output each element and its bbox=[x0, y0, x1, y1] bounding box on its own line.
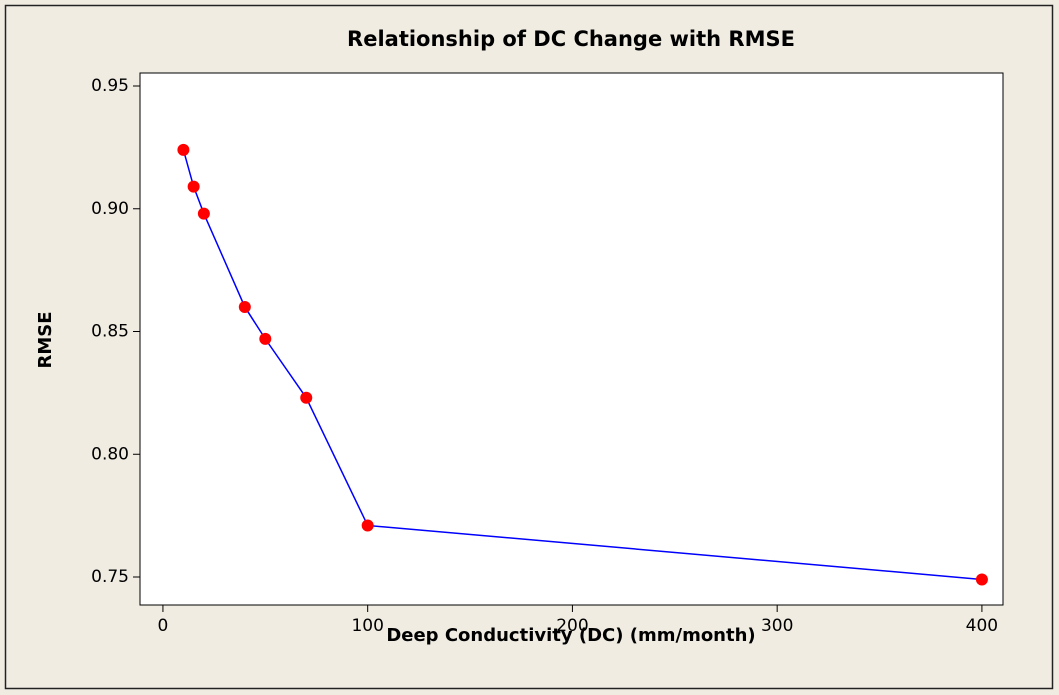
data-point bbox=[197, 207, 210, 220]
x-tick-label: 100 bbox=[351, 616, 383, 636]
x-tick-label: 0 bbox=[158, 616, 169, 636]
x-tick-label: 200 bbox=[556, 616, 588, 636]
y-tick-label: 0.80 bbox=[91, 444, 129, 464]
y-tick-label: 0.85 bbox=[91, 322, 129, 342]
data-point bbox=[187, 180, 200, 193]
y-tick-label: 0.90 bbox=[91, 199, 129, 219]
frame bbox=[4, 4, 1054, 690]
chart-title: Relationship of DC Change with RMSE bbox=[347, 27, 795, 51]
y-tick-label: 0.95 bbox=[91, 76, 129, 96]
x-tick-label: 400 bbox=[966, 616, 998, 636]
y-axis-label: RMSE bbox=[35, 311, 56, 368]
y-tick-label: 0.75 bbox=[91, 567, 129, 587]
data-point bbox=[238, 300, 251, 313]
data-point bbox=[259, 332, 272, 345]
x-axis-label: Deep Conductivity (DC) (mm/month) bbox=[386, 625, 755, 646]
data-point bbox=[177, 143, 190, 156]
data-point bbox=[300, 391, 313, 404]
plot-area bbox=[139, 72, 1004, 606]
data-point bbox=[361, 519, 374, 532]
data-point bbox=[975, 573, 988, 586]
x-tick-label: 300 bbox=[761, 616, 793, 636]
